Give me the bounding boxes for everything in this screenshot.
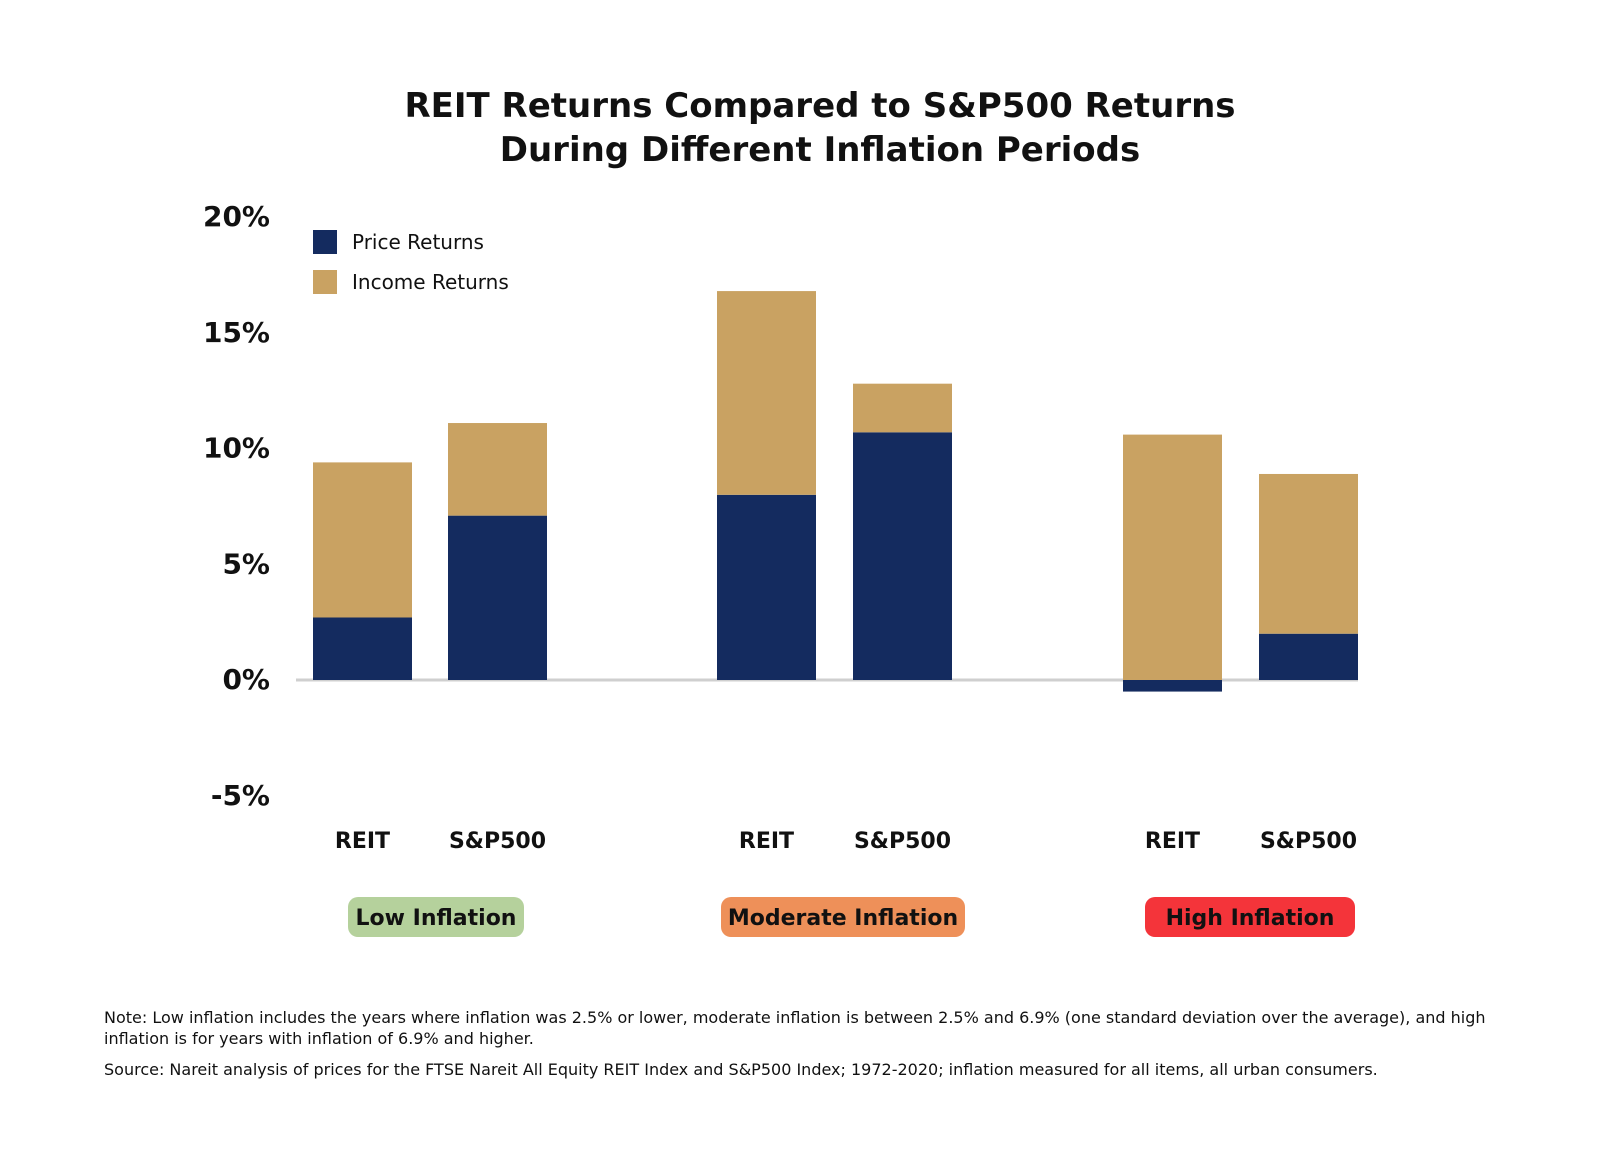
bar-price-returns xyxy=(1123,680,1222,692)
chart-title: REIT Returns Compared to S&P500 Returns … xyxy=(0,84,1600,172)
bar-price-returns xyxy=(717,494,816,680)
x-tick-label: REIT xyxy=(335,829,390,854)
y-tick-label: -5% xyxy=(211,779,270,812)
chart-title-line-1: REIT Returns Compared to S&P500 Returns xyxy=(404,86,1236,126)
legend-swatch xyxy=(313,270,337,294)
x-tick-label: S&P500 xyxy=(854,829,951,854)
bar-price-returns xyxy=(1259,633,1358,680)
legend-label: Price Returns xyxy=(352,230,484,254)
bar-price-returns xyxy=(313,617,412,680)
bar-price-returns xyxy=(448,515,547,680)
group-label-pill xyxy=(1145,897,1355,937)
footnote-note: Note: Low inflation includes the years w… xyxy=(104,1008,1486,1048)
bar-income-returns xyxy=(853,383,952,433)
y-tick-label: 0% xyxy=(222,663,270,696)
x-tick-label: S&P500 xyxy=(1260,829,1357,854)
bar-income-returns xyxy=(1259,473,1358,634)
group-label-pill xyxy=(348,897,524,937)
bar-income-returns xyxy=(1123,434,1222,680)
footnote-source: Source: Nareit analysis of prices for th… xyxy=(104,1060,1378,1079)
group-label: Low Inflation xyxy=(356,906,517,931)
bar-income-returns xyxy=(448,423,547,516)
group-label-pill xyxy=(721,897,965,937)
group-label: High Inflation xyxy=(1166,906,1335,931)
x-tick-label: REIT xyxy=(1145,829,1200,854)
legend-swatch xyxy=(313,230,337,254)
y-tick-label: 20% xyxy=(203,200,270,233)
bar-income-returns xyxy=(717,291,816,495)
group-label: Moderate Inflation xyxy=(728,906,958,931)
y-tick-label: 15% xyxy=(203,316,270,349)
chart-title-line-2: During Different Inflation Periods xyxy=(499,130,1141,170)
stacked-bar-chart: 20% 15% 10% 5% 0% -5% REIT S&P500 REIT S&P500 REIT… xyxy=(203,200,1358,937)
bar-income-returns xyxy=(313,462,412,618)
x-tick-label: S&P500 xyxy=(449,829,546,854)
x-tick-label: REIT xyxy=(739,829,794,854)
y-tick-label: 10% xyxy=(203,432,270,465)
bar-price-returns xyxy=(853,432,952,680)
legend-label: Income Returns xyxy=(352,270,509,294)
y-tick-label: 5% xyxy=(222,547,270,580)
